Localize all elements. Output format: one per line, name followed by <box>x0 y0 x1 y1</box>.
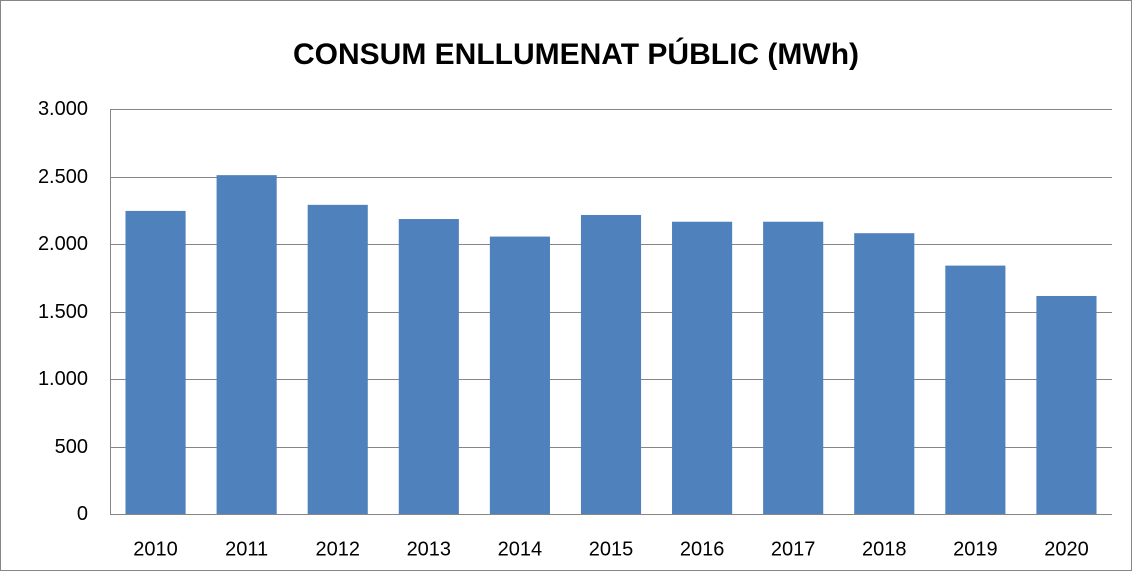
x-tick-label: 2019 <box>953 538 998 560</box>
bar <box>672 221 733 514</box>
x-tick-label: 2010 <box>133 538 178 560</box>
x-tick-label: 2012 <box>315 538 360 560</box>
bar <box>489 236 550 514</box>
bar <box>307 204 368 514</box>
chart-title: CONSUM ENLLUMENAT PÚBLIC (MWh) <box>293 37 859 71</box>
bar <box>945 265 1006 514</box>
y-tick-label: 1.000 <box>38 368 88 390</box>
bar <box>1036 295 1097 514</box>
bar <box>398 219 459 514</box>
bar <box>125 210 186 515</box>
bar <box>216 175 277 514</box>
x-tick-label: 2015 <box>589 538 634 560</box>
bar <box>580 214 642 514</box>
x-tick-label: 2016 <box>680 538 725 560</box>
x-tick-label: 2011 <box>225 538 268 560</box>
y-tick-label: 1.500 <box>38 301 88 323</box>
bar <box>854 233 915 514</box>
y-tick-label: 2.000 <box>38 233 88 255</box>
y-tick-label: 0 <box>77 503 88 525</box>
x-tick-label: 2020 <box>1044 538 1089 560</box>
bar <box>763 221 824 514</box>
x-tick-label: 2018 <box>862 538 907 560</box>
x-tick-label: 2013 <box>407 538 452 560</box>
x-tick-label: 2014 <box>498 538 543 560</box>
y-tick-label: 2.500 <box>38 166 88 188</box>
y-tick-label: 500 <box>55 436 88 458</box>
x-tick-label: 2017 <box>771 538 816 560</box>
y-tick-label: 3.000 <box>38 98 88 120</box>
